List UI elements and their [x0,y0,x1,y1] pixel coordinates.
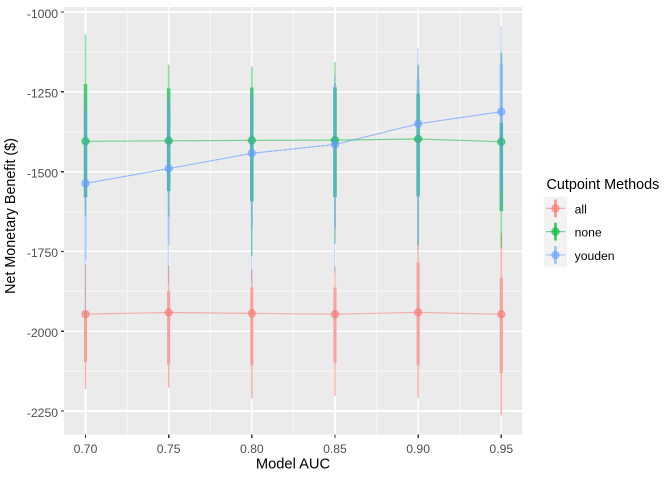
svg-text:0.70: 0.70 [74,442,98,456]
svg-text:Model AUC: Model AUC [256,457,331,473]
svg-text:0.90: 0.90 [406,442,430,456]
svg-text:youden: youden [575,249,615,263]
svg-text:-1500: -1500 [27,166,58,180]
svg-text:-1000: -1000 [27,7,58,21]
svg-text:Cutpoint Methods: Cutpoint Methods [547,177,660,193]
svg-text:all: all [575,202,587,216]
svg-text:0.75: 0.75 [157,442,181,456]
svg-text:0.85: 0.85 [323,442,347,456]
svg-text:-1750: -1750 [27,246,58,260]
svg-text:Net Monetary Benefit ($): Net Monetary Benefit ($) [3,138,19,294]
svg-text:0.80: 0.80 [240,442,264,456]
svg-text:-2000: -2000 [27,326,58,340]
svg-text:-2250: -2250 [27,406,58,420]
svg-text:-1250: -1250 [27,87,58,101]
svg-text:none: none [575,226,602,240]
svg-text:0.95: 0.95 [489,442,513,456]
